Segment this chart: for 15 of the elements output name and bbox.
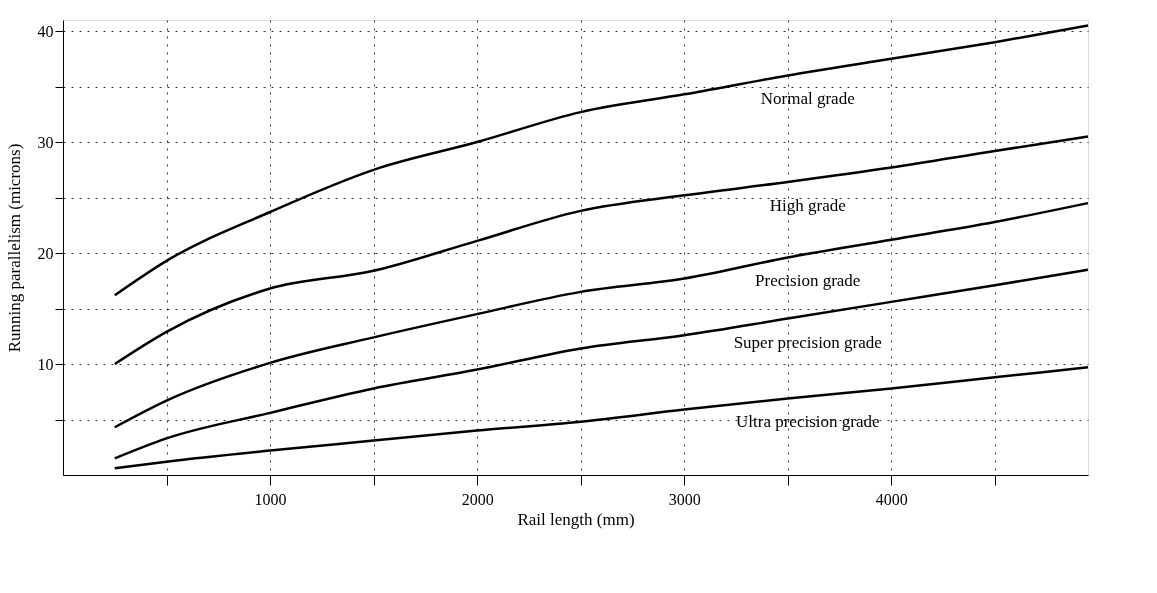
series-label: Ultra precision grade: [736, 412, 880, 432]
series-label: Super precision grade: [733, 332, 882, 352]
y-tick-label: 20: [37, 244, 54, 262]
y-tick-label: 30: [37, 133, 54, 151]
series-label: High grade: [769, 196, 846, 216]
series-label: Normal grade: [760, 89, 855, 109]
x-tick-label: 3000: [668, 490, 701, 508]
x-axis-title: Rail length (mm): [517, 509, 635, 529]
x-tick-label: 1000: [254, 490, 287, 508]
y-axis-title: Running parallelism (microns): [4, 143, 24, 353]
y-tick-label: 10: [37, 355, 54, 373]
y-tick-label: 40: [37, 22, 54, 40]
x-tick-label: 2000: [461, 490, 494, 508]
series-label: Precision grade: [755, 271, 861, 291]
x-tick-label: 4000: [875, 490, 908, 508]
